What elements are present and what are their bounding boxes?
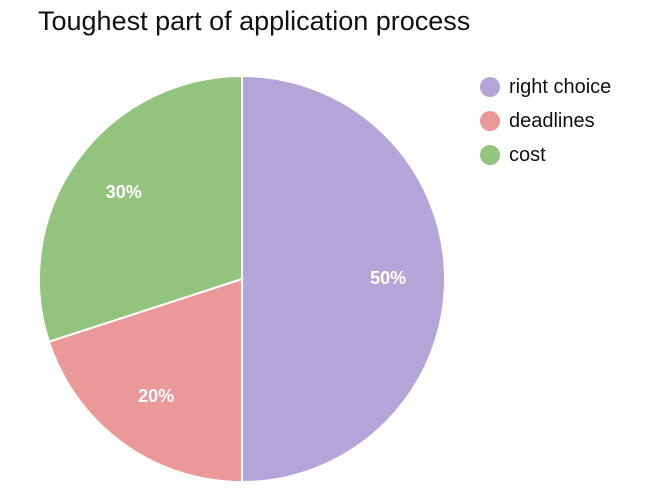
legend-item-deadlines[interactable]: deadlines <box>480 104 611 138</box>
slice-label-cost: 30% <box>106 182 142 202</box>
legend-label-deadlines: deadlines <box>509 109 595 132</box>
pie-slice-deadlines[interactable] <box>47 277 243 484</box>
pie-labels: 50% 20% 30% <box>106 182 406 406</box>
legend: right choice deadlines cost <box>480 70 611 172</box>
pie-slice-right-choice[interactable] <box>241 74 446 484</box>
chart-title: Toughest part of application process <box>38 6 471 36</box>
legend-swatch-deadlines <box>480 111 500 131</box>
slice-label-deadlines: 20% <box>138 386 174 406</box>
legend-item-cost[interactable]: cost <box>480 138 611 172</box>
legend-label-cost: cost <box>509 143 546 166</box>
legend-swatch-cost <box>480 145 500 165</box>
legend-swatch-right-choice <box>480 77 500 97</box>
slice-label-right-choice: 50% <box>370 268 406 288</box>
legend-label-right-choice: right choice <box>509 75 612 98</box>
pie-slices <box>38 74 446 484</box>
legend-item-right-choice[interactable]: right choice <box>480 70 611 104</box>
pie-slice-cost[interactable] <box>38 74 243 343</box>
